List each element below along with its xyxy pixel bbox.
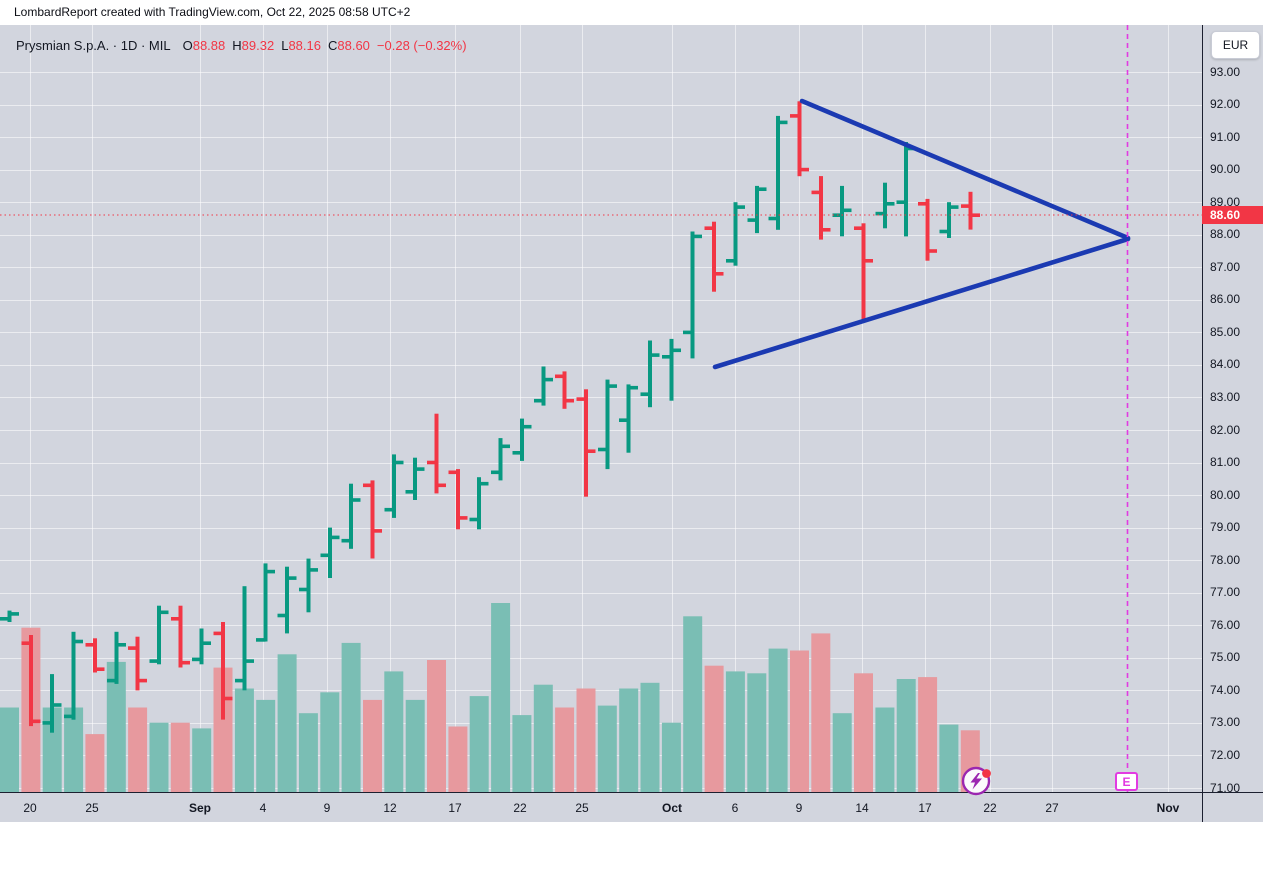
price-tick-label: 78.00 bbox=[1210, 552, 1241, 567]
price-tick-label: 84.00 bbox=[1210, 357, 1241, 372]
price-tick-label: 83.00 bbox=[1210, 389, 1241, 404]
date-tick-label: 17 bbox=[448, 801, 462, 815]
price-tick-label: 71.00 bbox=[1210, 780, 1241, 795]
earnings-event-letter: E bbox=[1122, 774, 1131, 789]
price-tick-label: 92.00 bbox=[1210, 97, 1241, 112]
date-tick-label: 20 bbox=[23, 801, 37, 815]
price-tick-label: 86.00 bbox=[1210, 292, 1241, 307]
date-tick-label: Oct bbox=[661, 801, 683, 815]
price-tick-label: 73.00 bbox=[1210, 715, 1241, 730]
symbol-title: Prysmian S.p.A. · 1D · MIL bbox=[16, 38, 171, 53]
date-tick-label: Sep bbox=[188, 801, 212, 815]
date-tick-label: 6 bbox=[731, 801, 739, 815]
date-tick-label: 22 bbox=[983, 801, 997, 815]
last-price-badge: 88.60 bbox=[1202, 206, 1263, 225]
lightning-icon bbox=[961, 766, 991, 796]
footer: TradingView bbox=[0, 822, 1263, 883]
price-tick-label: 80.00 bbox=[1210, 487, 1241, 502]
date-tick-label: 17 bbox=[918, 801, 932, 815]
price-tick-label: 81.00 bbox=[1210, 455, 1241, 470]
date-tick-label: 25 bbox=[575, 801, 589, 815]
reaction-lightning-button[interactable] bbox=[961, 765, 993, 797]
date-tick-label: 9 bbox=[323, 801, 331, 815]
date-tick-label: Nov bbox=[1156, 801, 1180, 815]
high-label: H bbox=[232, 38, 242, 53]
date-tick-label: 4 bbox=[259, 801, 267, 815]
price-tick-label: 88.00 bbox=[1210, 227, 1241, 242]
open-value: 88.88 bbox=[192, 38, 226, 53]
date-tick-label: 22 bbox=[513, 801, 527, 815]
low-label: L bbox=[281, 38, 289, 53]
price-tick-label: 82.00 bbox=[1210, 422, 1241, 437]
price-tick-label: 87.00 bbox=[1210, 259, 1241, 274]
currency-button[interactable]: EUR bbox=[1211, 31, 1260, 59]
price-tick-label: 79.00 bbox=[1210, 520, 1241, 535]
date-tick-label: 12 bbox=[383, 801, 397, 815]
date-tick-label: 9 bbox=[795, 801, 803, 815]
price-tick-label: 91.00 bbox=[1210, 129, 1241, 144]
chart-pane[interactable] bbox=[0, 25, 1202, 792]
change-value: −0.28 (−0.32%) bbox=[376, 38, 467, 53]
price-tick-label: 74.00 bbox=[1210, 682, 1241, 697]
price-tick-label: 76.00 bbox=[1210, 617, 1241, 632]
date-tick-label: 14 bbox=[855, 801, 869, 815]
price-tick-label: 75.00 bbox=[1210, 650, 1241, 665]
price-axis[interactable]: 93.00 92.00 91.00 90.00 89.00 88.00 87.00 86.00… bbox=[1203, 25, 1263, 795]
price-tick-label: 77.00 bbox=[1210, 585, 1241, 600]
close-value: 88.60 bbox=[337, 38, 370, 53]
price-tick-label: 90.00 bbox=[1210, 162, 1241, 177]
attribution-strip: LombardReport created with TradingView.c… bbox=[0, 0, 1263, 25]
price-tick-label: 85.00 bbox=[1210, 324, 1241, 339]
date-tick-label: 27 bbox=[1045, 801, 1059, 815]
price-tick-label: 89.00 bbox=[1210, 194, 1241, 209]
open-label: O bbox=[182, 38, 193, 53]
attribution-text: LombardReport created with TradingView.c… bbox=[14, 5, 411, 19]
earnings-event-marker[interactable]: E bbox=[1115, 772, 1138, 791]
high-value: 89.32 bbox=[241, 38, 275, 53]
date-tick-label: 25 bbox=[85, 801, 99, 815]
currency-label: EUR bbox=[1222, 38, 1249, 52]
symbol-legend[interactable]: Prysmian S.p.A. · 1D · MIL O88.88 H89.32 L8… bbox=[16, 38, 467, 53]
price-tick-label: 93.00 bbox=[1210, 64, 1241, 79]
close-label: C bbox=[327, 38, 338, 53]
low-value: 88.16 bbox=[288, 38, 321, 53]
time-axis[interactable]: 20 25 Sep 4 9 12 17 22 25 Oct 6 9 14 17 22 27 Nov bbox=[0, 793, 1263, 822]
price-tick-label: 72.00 bbox=[1210, 747, 1241, 762]
